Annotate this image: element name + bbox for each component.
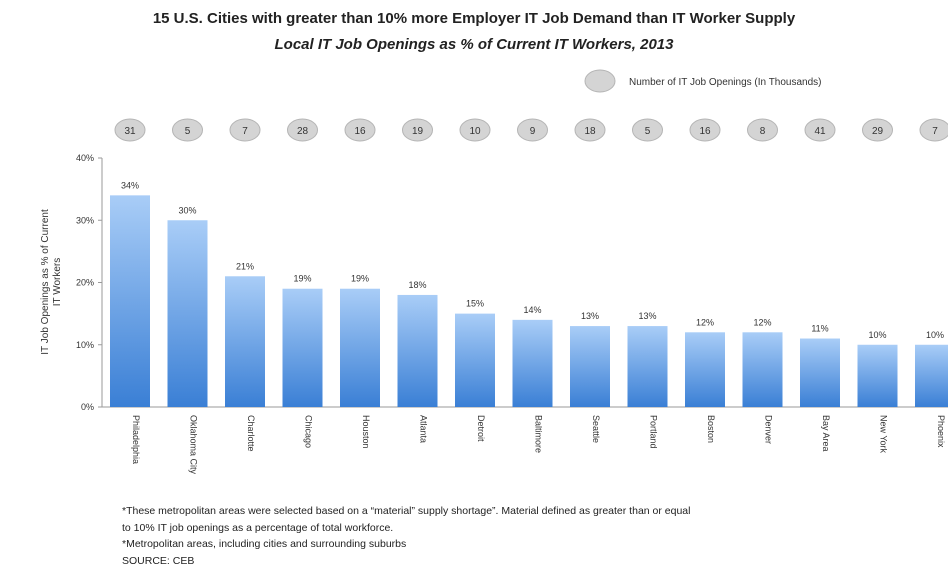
footnote-1: *These metropolitan areas were selected …: [122, 505, 691, 517]
y-axis-title: IT Job Openings as % of CurrentIT Worker…: [40, 209, 63, 355]
bar-value-label: 18%: [408, 280, 426, 290]
openings-value: 16: [354, 126, 366, 137]
openings-value: 5: [645, 126, 651, 137]
openings-bubble: [517, 118, 548, 142]
y-tick-label: 0%: [81, 402, 94, 412]
y-tick-label: 30%: [76, 215, 94, 225]
bar: [110, 195, 150, 407]
bar-value-label: 19%: [351, 274, 369, 284]
openings-bubble: [229, 118, 261, 142]
bar: [340, 288, 380, 407]
bar: [627, 326, 668, 407]
x-tick-label: Phoenix: [936, 415, 946, 448]
openings-bubble: [747, 118, 778, 142]
bar-value-label: 13%: [638, 311, 656, 321]
openings-value: 5: [185, 126, 191, 137]
bar: [742, 332, 783, 407]
openings-bubble: [574, 118, 606, 142]
bar-value-label: 10%: [926, 330, 944, 340]
openings-bubble: [862, 118, 893, 142]
footnotes: *These metropolitan areas were selected …: [122, 503, 690, 569]
bar: [800, 338, 840, 407]
openings-value: 7: [242, 126, 248, 137]
openings-value: 19: [412, 126, 424, 137]
bar-value-label: 10%: [868, 330, 886, 340]
openings-bubble: [804, 118, 836, 142]
openings-bubble: [459, 118, 491, 142]
bar-value-label: 13%: [581, 311, 599, 321]
bar-value-label: 21%: [236, 261, 254, 271]
x-tick-label: Boston: [706, 415, 716, 443]
openings-bubble: [114, 118, 146, 142]
y-tick-label: 40%: [76, 153, 94, 163]
bar: [397, 294, 438, 407]
bar-chart: 0% 10% 20% 30% 40% IT Job Openings as % of Cu…: [40, 69, 948, 475]
bar: [685, 332, 725, 407]
bar-value-label: 15%: [466, 299, 484, 309]
openings-bubble: [919, 118, 948, 142]
x-tick-label: Charlotte: [246, 415, 256, 452]
x-tick-label: Oklahoma City: [189, 415, 199, 475]
openings-value: 29: [872, 126, 884, 137]
bar: [915, 344, 948, 407]
bar: [167, 220, 208, 407]
openings-value: 10: [469, 126, 481, 137]
openings-value: 41: [814, 126, 826, 137]
bar: [570, 326, 610, 407]
bar-value-label: 34%: [121, 180, 139, 190]
y-tick-label: 20%: [76, 278, 94, 288]
bar-value-label: 30%: [178, 205, 196, 215]
bar-value-label: 12%: [753, 317, 771, 327]
x-tick-label: Philadelphia: [131, 415, 141, 464]
bar-value-label: 12%: [696, 317, 714, 327]
x-tick-label: Portland: [649, 415, 659, 449]
footnote-2: to 10% IT job openings as a percentage o…: [122, 521, 394, 534]
x-tick-label: Baltimore: [534, 415, 544, 453]
bar-value-label: 14%: [523, 305, 541, 315]
footnote-3: *Metropolitan areas, including cities an…: [122, 538, 407, 550]
chart-subtitle: Local IT Job Openings as % of Current IT…: [274, 36, 674, 53]
chart-title: 15 U.S. Cities with greater than 10% mor…: [152, 10, 796, 27]
y-tick-label: 10%: [76, 340, 94, 350]
openings-value: 28: [297, 126, 309, 137]
openings-bubble: [689, 118, 721, 142]
openings-value: 8: [760, 126, 766, 137]
openings-value: 31: [124, 126, 136, 137]
legend-label: Number of IT Job Openings (In Thousands): [629, 77, 822, 88]
openings-bubble: [287, 118, 318, 142]
openings-value: 9: [530, 126, 536, 137]
bar-value-label: 11%: [811, 324, 828, 334]
openings-bubble: [344, 118, 376, 142]
x-tick-label: Houston: [361, 415, 371, 449]
x-tick-label: Bay Area: [821, 415, 831, 452]
legend-bubble: [584, 69, 616, 93]
openings-bubble: [402, 118, 433, 142]
bar: [512, 319, 553, 407]
bar: [455, 313, 495, 407]
bar-value-label: 19%: [293, 274, 311, 284]
openings-value: 16: [699, 126, 711, 137]
x-tick-label: Atlanta: [419, 415, 429, 443]
openings-value: 18: [584, 126, 596, 137]
openings-bubble: [172, 118, 203, 142]
bar: [282, 288, 323, 407]
x-tick-label: Chicago: [304, 415, 314, 448]
x-tick-label: Seattle: [591, 415, 601, 443]
bar: [225, 276, 265, 407]
x-tick-label: Denver: [764, 415, 774, 444]
x-tick-label: Detroit: [476, 415, 486, 442]
x-tick-label: New York: [879, 415, 889, 454]
openings-value: 7: [932, 126, 938, 137]
openings-bubble: [632, 118, 663, 142]
bar: [857, 344, 898, 407]
source-note: SOURCE: CEB: [122, 554, 195, 567]
